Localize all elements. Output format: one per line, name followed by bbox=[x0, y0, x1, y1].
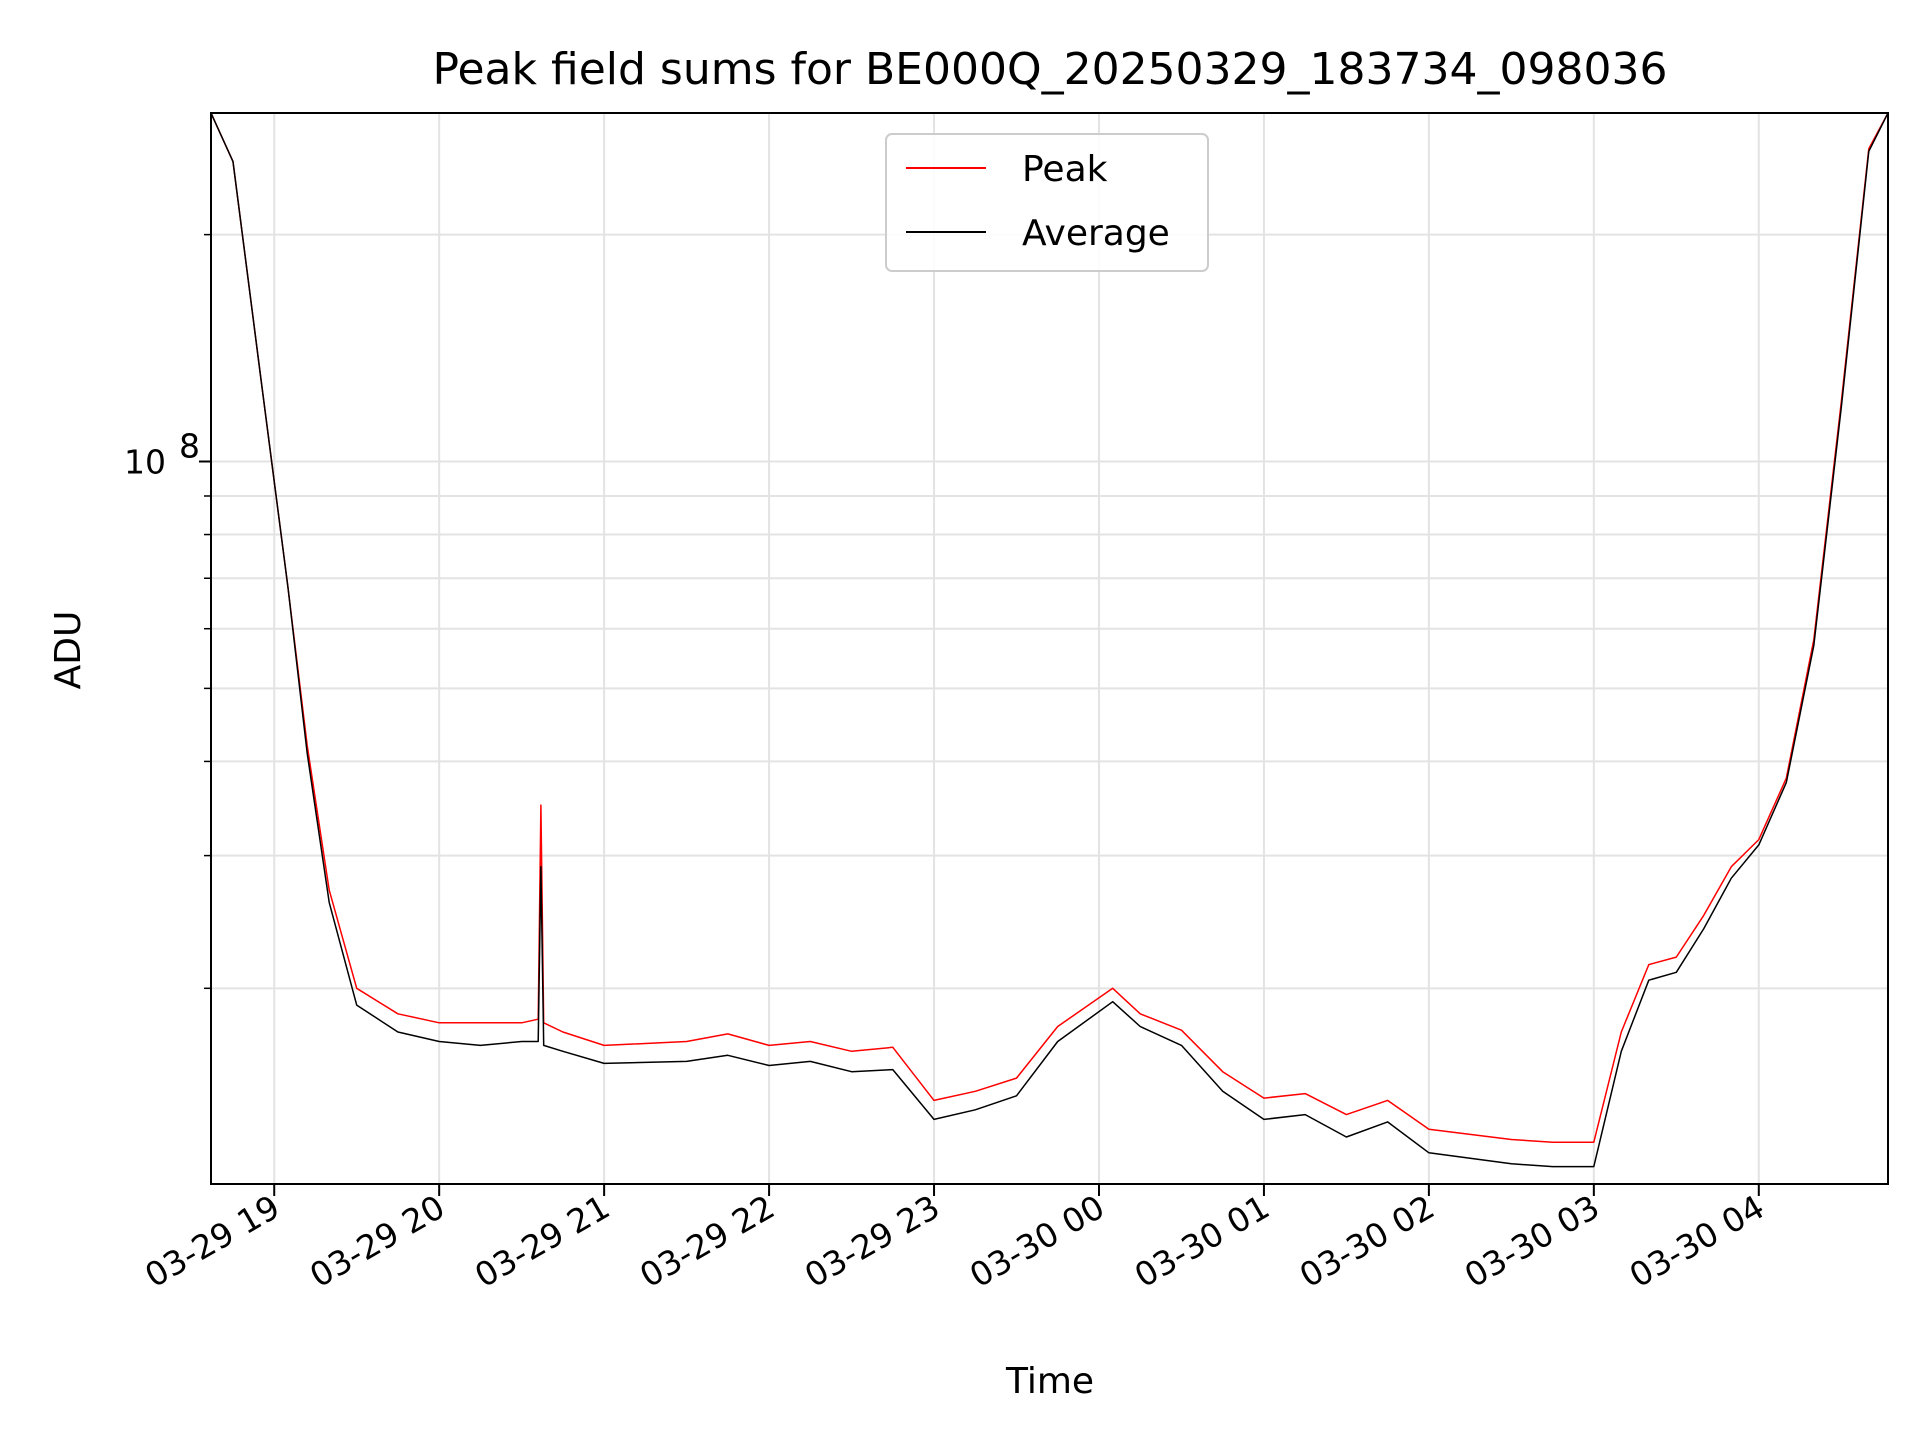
legend: Peak Average bbox=[885, 133, 1209, 272]
y-tick-label: 10 bbox=[124, 443, 166, 482]
series-layer bbox=[211, 113, 1888, 1168]
series-line-peak bbox=[211, 113, 1888, 1143]
grid bbox=[211, 113, 1888, 1184]
y-tick-label-exponent: 8 bbox=[179, 427, 200, 466]
legend-label-peak: Peak bbox=[1022, 149, 1108, 190]
plot-frame bbox=[210, 112, 1889, 1185]
x-axis-label: Time bbox=[1005, 1361, 1094, 1402]
chart-title: Peak field sums for BE000Q_20250329_1837… bbox=[433, 44, 1668, 95]
legend-label-average: Average bbox=[1022, 213, 1170, 254]
y-axis-label: ADU bbox=[48, 611, 89, 690]
series-line-average bbox=[211, 113, 1888, 1168]
